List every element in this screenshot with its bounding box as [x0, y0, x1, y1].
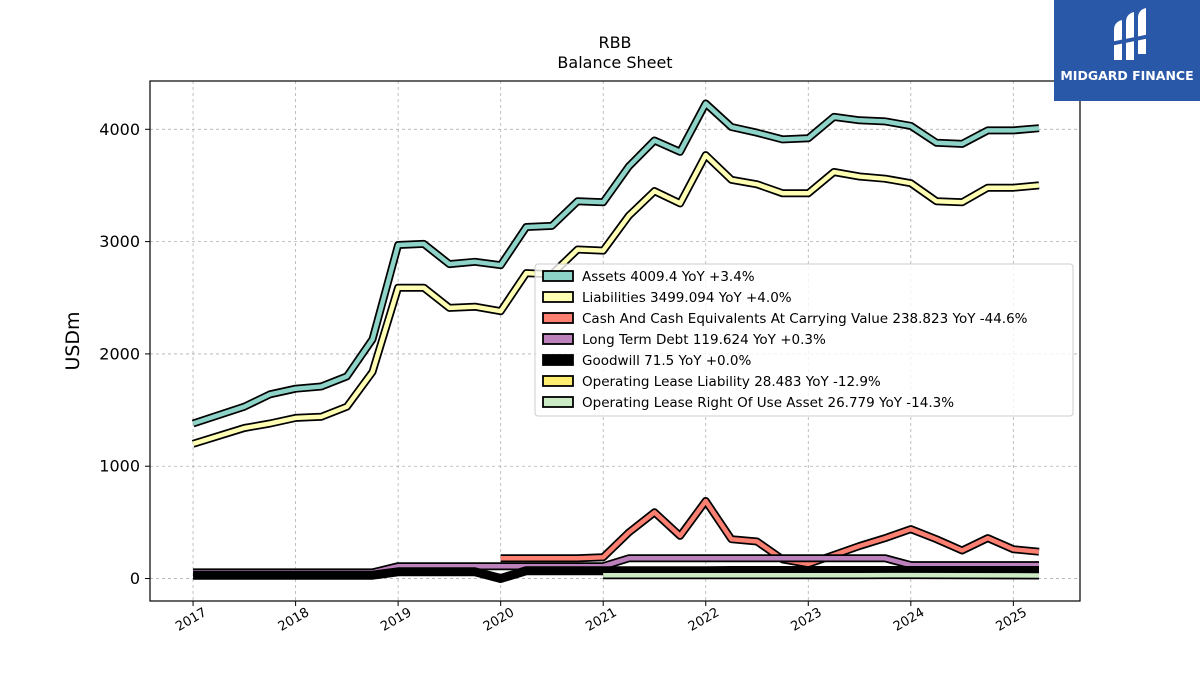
y-tick-label: 2000 [99, 344, 140, 363]
legend-box [534, 263, 1074, 417]
y-tick-label: 1000 [99, 457, 140, 476]
series-assets [191, 99, 1040, 428]
series-layer [191, 99, 1040, 583]
brand-logo: MIDGARD FINANCE [1054, 0, 1200, 101]
legend-label: Goodwill 71.5 YoY +0.0% [582, 353, 752, 369]
legend-item: Cash And Cash Equivalents At Carrying Va… [542, 311, 1028, 327]
series-goodwill [193, 566, 1039, 583]
legend-label: Long Term Debt 119.624 YoY +0.3% [582, 332, 826, 348]
legend-swatch [542, 375, 574, 387]
legend: Assets 4009.4 YoY +3.4% Liabilities 3499.… [534, 263, 1074, 417]
series-line [193, 566, 1039, 583]
series-cash-and-cash-equivalents-at-carrying-value [500, 497, 1040, 568]
legend-swatch [542, 333, 574, 345]
legend-item: Operating Lease Right Of Use Asset 26.77… [542, 395, 954, 411]
y-axis-label: USDm [62, 311, 84, 370]
x-tick-label: 2020 [481, 605, 517, 635]
x-tick-label: 2021 [583, 605, 619, 635]
x-tick-label: 2022 [686, 605, 722, 635]
series-line [192, 101, 1040, 426]
y-tick-label: 3000 [99, 232, 140, 251]
legend-swatch [542, 396, 574, 408]
x-tick-label: 2024 [891, 605, 927, 635]
legend-item: Assets 4009.4 YoY +3.4% [542, 269, 755, 285]
legend-swatch [542, 312, 574, 324]
series-line [500, 498, 1040, 567]
brand-name: MIDGARD FINANCE [1060, 68, 1194, 83]
series-line [192, 152, 1040, 446]
legend-item: Liabilities 3499.094 YoY +4.0% [542, 290, 792, 306]
legend-swatch [542, 291, 574, 303]
chart-title: RBB [598, 33, 631, 52]
x-tick-label: 2025 [994, 605, 1030, 635]
y-tick-label: 4000 [99, 120, 140, 139]
legend-label: Operating Lease Right Of Use Asset 26.77… [582, 395, 954, 411]
x-tick-label: 2017 [173, 605, 209, 635]
x-tick-label: 2023 [788, 605, 824, 635]
chart-subtitle: Balance Sheet [557, 53, 672, 72]
x-tick-label: 2018 [276, 605, 312, 635]
legend-swatch [542, 354, 574, 366]
y-tick-label: 0 [130, 569, 140, 588]
legend-label: Cash And Cash Equivalents At Carrying Va… [582, 311, 1028, 327]
brand-mark-icon [1110, 8, 1150, 60]
series-liabilities [191, 151, 1040, 448]
legend-item: Goodwill 71.5 YoY +0.0% [542, 353, 752, 369]
legend-item: Operating Lease Liability 28.483 YoY -12… [542, 374, 881, 390]
legend-swatch [542, 270, 574, 282]
legend-label: Liabilities 3499.094 YoY +4.0% [582, 290, 792, 306]
legend-label: Operating Lease Liability 28.483 YoY -12… [582, 374, 881, 390]
x-tick-label: 2019 [378, 605, 414, 635]
grid [150, 81, 1080, 601]
plot-frame [149, 80, 1081, 602]
legend-label: Assets 4009.4 YoY +3.4% [582, 269, 755, 285]
legend-item: Long Term Debt 119.624 YoY +0.3% [542, 332, 826, 348]
